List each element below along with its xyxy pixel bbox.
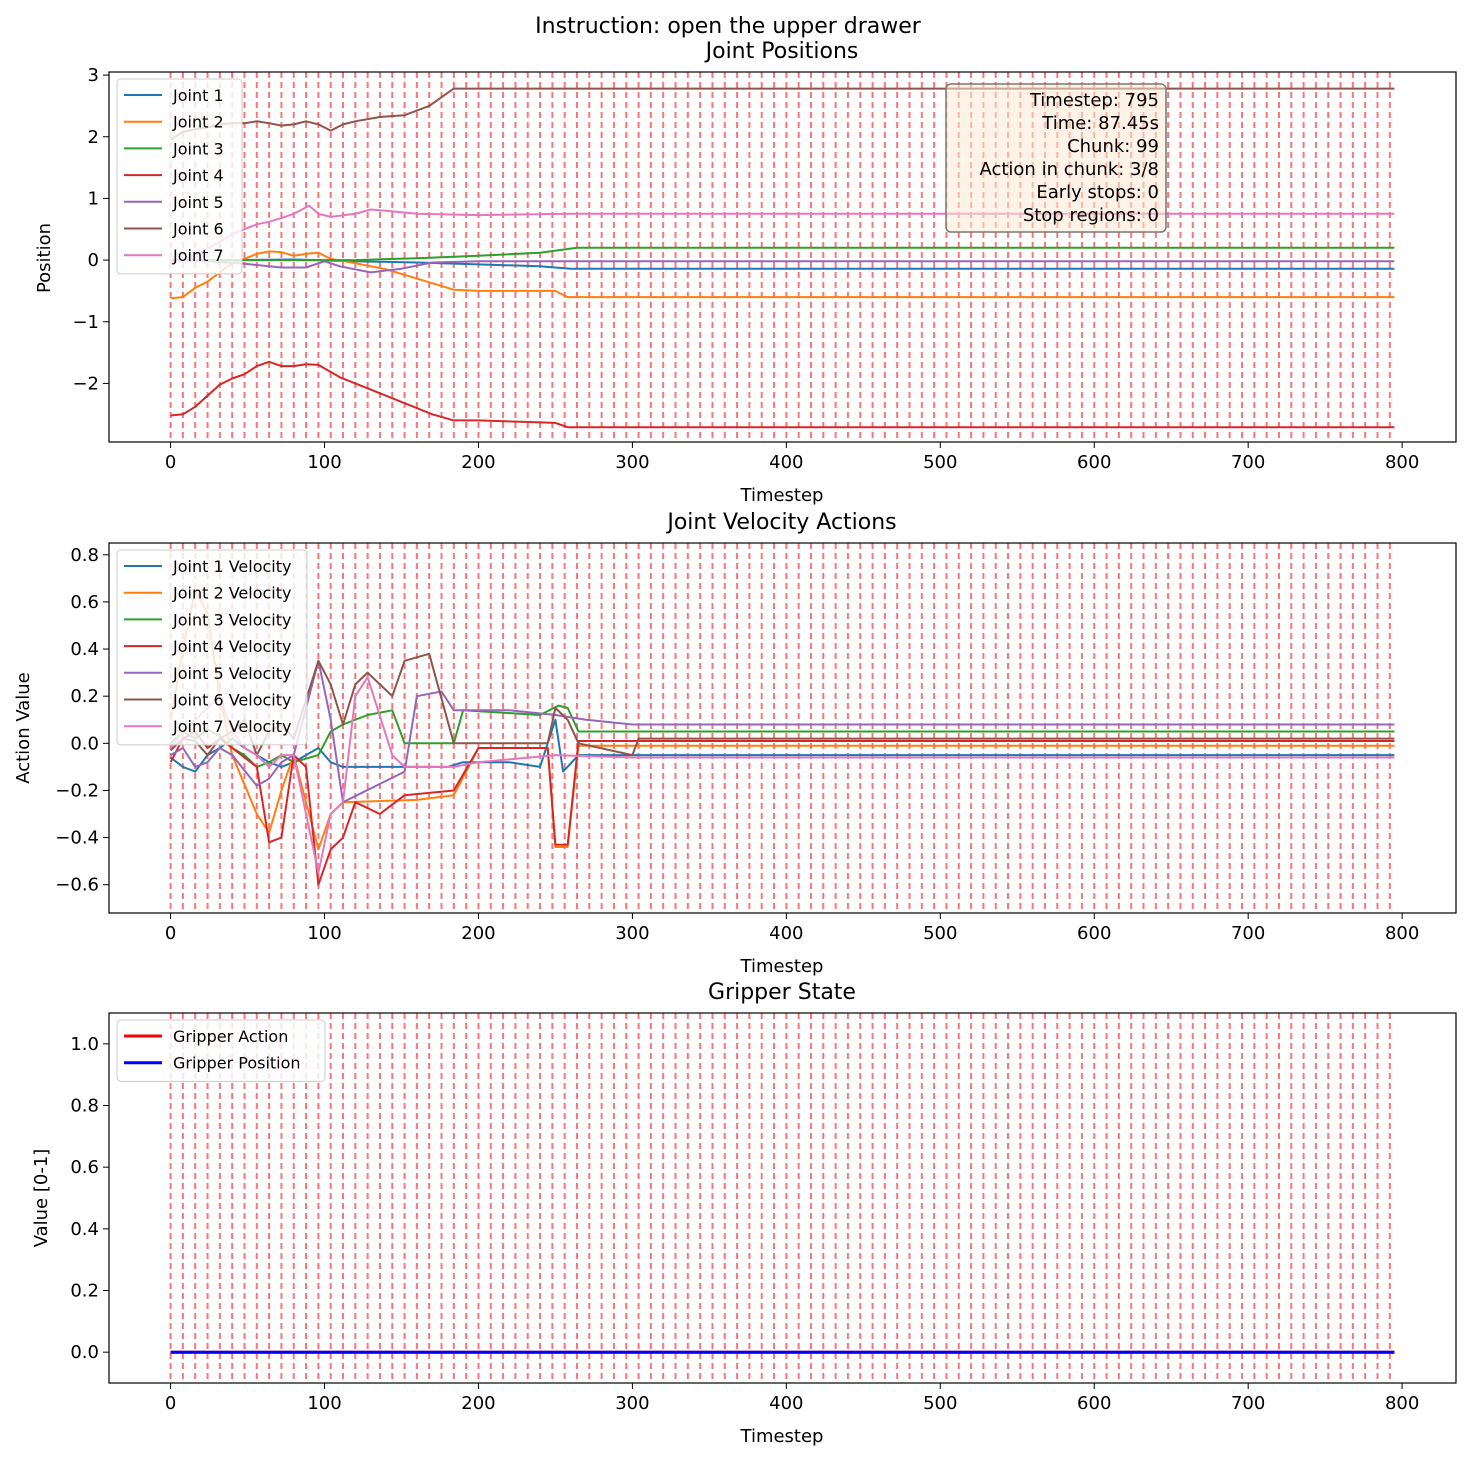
y-tick-label: 0.8	[70, 545, 99, 566]
series-line-1	[169, 718, 1395, 773]
x-tick-label: 700	[1231, 1393, 1265, 1414]
series-line-5	[170, 259, 1395, 274]
x-tick-label: 500	[923, 452, 957, 473]
series-line-4	[170, 360, 1395, 429]
x-tick-label: 200	[461, 1393, 495, 1414]
joint-velocity-panel: Joint Velocity Actions Timestep Action V…	[13, 510, 1457, 977]
x-tick-label: 200	[461, 452, 495, 473]
y-tick-label: −0.2	[55, 780, 99, 801]
y-tick-label: −0.6	[55, 875, 99, 896]
x-tick-label: 500	[923, 1393, 957, 1414]
x-tick-label: 800	[1385, 1393, 1419, 1414]
x-tick-label: 300	[615, 1393, 649, 1414]
series-line-3	[170, 246, 1395, 262]
info-box-frame	[945, 83, 1167, 233]
legend-label: Joint 4	[172, 166, 224, 185]
y-tick-label: 0.0	[70, 733, 99, 754]
y-tick-label: 0.6	[70, 592, 99, 613]
x-tick-label: 700	[1231, 923, 1265, 944]
joint-positions-title: Joint Positions	[704, 39, 859, 64]
y-tick-label: 0.6	[70, 1157, 99, 1178]
y-tick-label: 0.8	[70, 1096, 99, 1117]
gripper-state-xlabel: Timestep	[740, 1426, 824, 1447]
x-tick-label: 400	[769, 452, 803, 473]
x-tick-label: 300	[615, 452, 649, 473]
legend-label: Gripper Action	[173, 1027, 288, 1046]
legend-box	[116, 1019, 326, 1082]
axes-frame	[108, 71, 1457, 443]
legend-label: Joint 4 Velocity	[172, 637, 291, 656]
info-action-in-chunk: Action in chunk: 3/8	[979, 159, 1159, 180]
x-tick-label: 100	[307, 452, 341, 473]
x-tick-label: 300	[615, 923, 649, 944]
x-tick-label: 600	[1077, 452, 1111, 473]
gripper-state-title: Gripper State	[708, 980, 856, 1005]
joint-velocity-xlabel: Timestep	[740, 956, 824, 977]
y-tick-label: −2	[72, 373, 99, 394]
x-tick-label: 0	[165, 1393, 176, 1414]
axes-frame	[108, 542, 1457, 914]
x-tick-label: 700	[1231, 452, 1265, 473]
gripper-state-panel: Gripper State Timestep Value [0-1] 0 100 2…	[31, 980, 1457, 1447]
info-box: Timestep: 795 Time: 87.45s Chunk: 99 Act…	[945, 83, 1167, 233]
info-timestep: Timestep: 795	[1029, 90, 1159, 111]
info-early-stops: Early stops: 0	[1036, 182, 1159, 203]
legend-label: Joint 3	[172, 139, 224, 158]
x-tick-label: 100	[307, 923, 341, 944]
y-tick-label: −0.4	[55, 828, 99, 849]
legend-label: Joint 2	[172, 113, 224, 132]
x-tick-label: 600	[1077, 923, 1111, 944]
figure-suptitle: Instruction: open the upper drawer	[535, 14, 922, 39]
joint-positions-xlabel: Timestep	[740, 485, 824, 506]
x-tick-label: 500	[923, 923, 957, 944]
y-tick-label: 0	[88, 250, 99, 271]
x-tick-label: 400	[769, 923, 803, 944]
y-tick-label: 1	[88, 188, 99, 209]
y-tick-label: 2	[88, 127, 99, 148]
info-stop-regions: Stop regions: 0	[1023, 205, 1159, 226]
y-tick-label: −1	[72, 312, 99, 333]
axes-frame	[108, 1012, 1457, 1384]
series-line-5	[170, 659, 1395, 804]
x-tick-label: 400	[769, 1393, 803, 1414]
plot-area	[169, 1013, 1395, 1383]
joint-velocity-title: Joint Velocity Actions	[665, 510, 896, 535]
legend-label: Joint 2 Velocity	[172, 584, 291, 603]
x-tick-label: 800	[1385, 452, 1419, 473]
series-line-2	[170, 250, 1395, 300]
x-tick-label: 100	[307, 1393, 341, 1414]
legend-label: Joint 1 Velocity	[172, 557, 291, 576]
y-tick-label: 0.2	[70, 686, 99, 707]
joint-positions-ylabel: Position	[34, 223, 55, 293]
legend-label: Gripper Position	[173, 1054, 301, 1073]
legend-label: Joint 5 Velocity	[172, 664, 291, 683]
legend-label: Joint 6	[172, 220, 224, 239]
y-tick-label: 0.4	[70, 639, 99, 660]
info-chunk: Chunk: 99	[1067, 136, 1159, 157]
y-tick-label: 3	[88, 65, 99, 86]
legend-label: Joint 6 Velocity	[172, 691, 291, 710]
x-tick-label: 0	[165, 923, 176, 944]
y-tick-label: 0.0	[70, 1342, 99, 1363]
y-tick-label: 1.0	[70, 1034, 99, 1055]
legend-label: Joint 1	[172, 86, 224, 105]
x-tick-label: 600	[1077, 1393, 1111, 1414]
gripper-state-ylabel: Value [0-1]	[31, 1149, 52, 1248]
y-tick-label: 0.4	[70, 1219, 99, 1240]
joint-velocity-ylabel: Action Value	[13, 672, 34, 784]
x-tick-label: 800	[1385, 923, 1419, 944]
info-time: Time: 87.45s	[1041, 113, 1159, 134]
legend-label: Joint 7	[172, 246, 224, 265]
x-tick-label: 0	[165, 452, 176, 473]
legend-label: Joint 3 Velocity	[172, 610, 291, 629]
y-tick-label: 0.2	[70, 1281, 99, 1302]
legend-box	[116, 78, 243, 275]
legend-box	[116, 549, 308, 746]
legend-label: Joint 5	[172, 193, 224, 212]
legend-label: Joint 7 Velocity	[172, 717, 291, 736]
x-tick-label: 200	[461, 923, 495, 944]
